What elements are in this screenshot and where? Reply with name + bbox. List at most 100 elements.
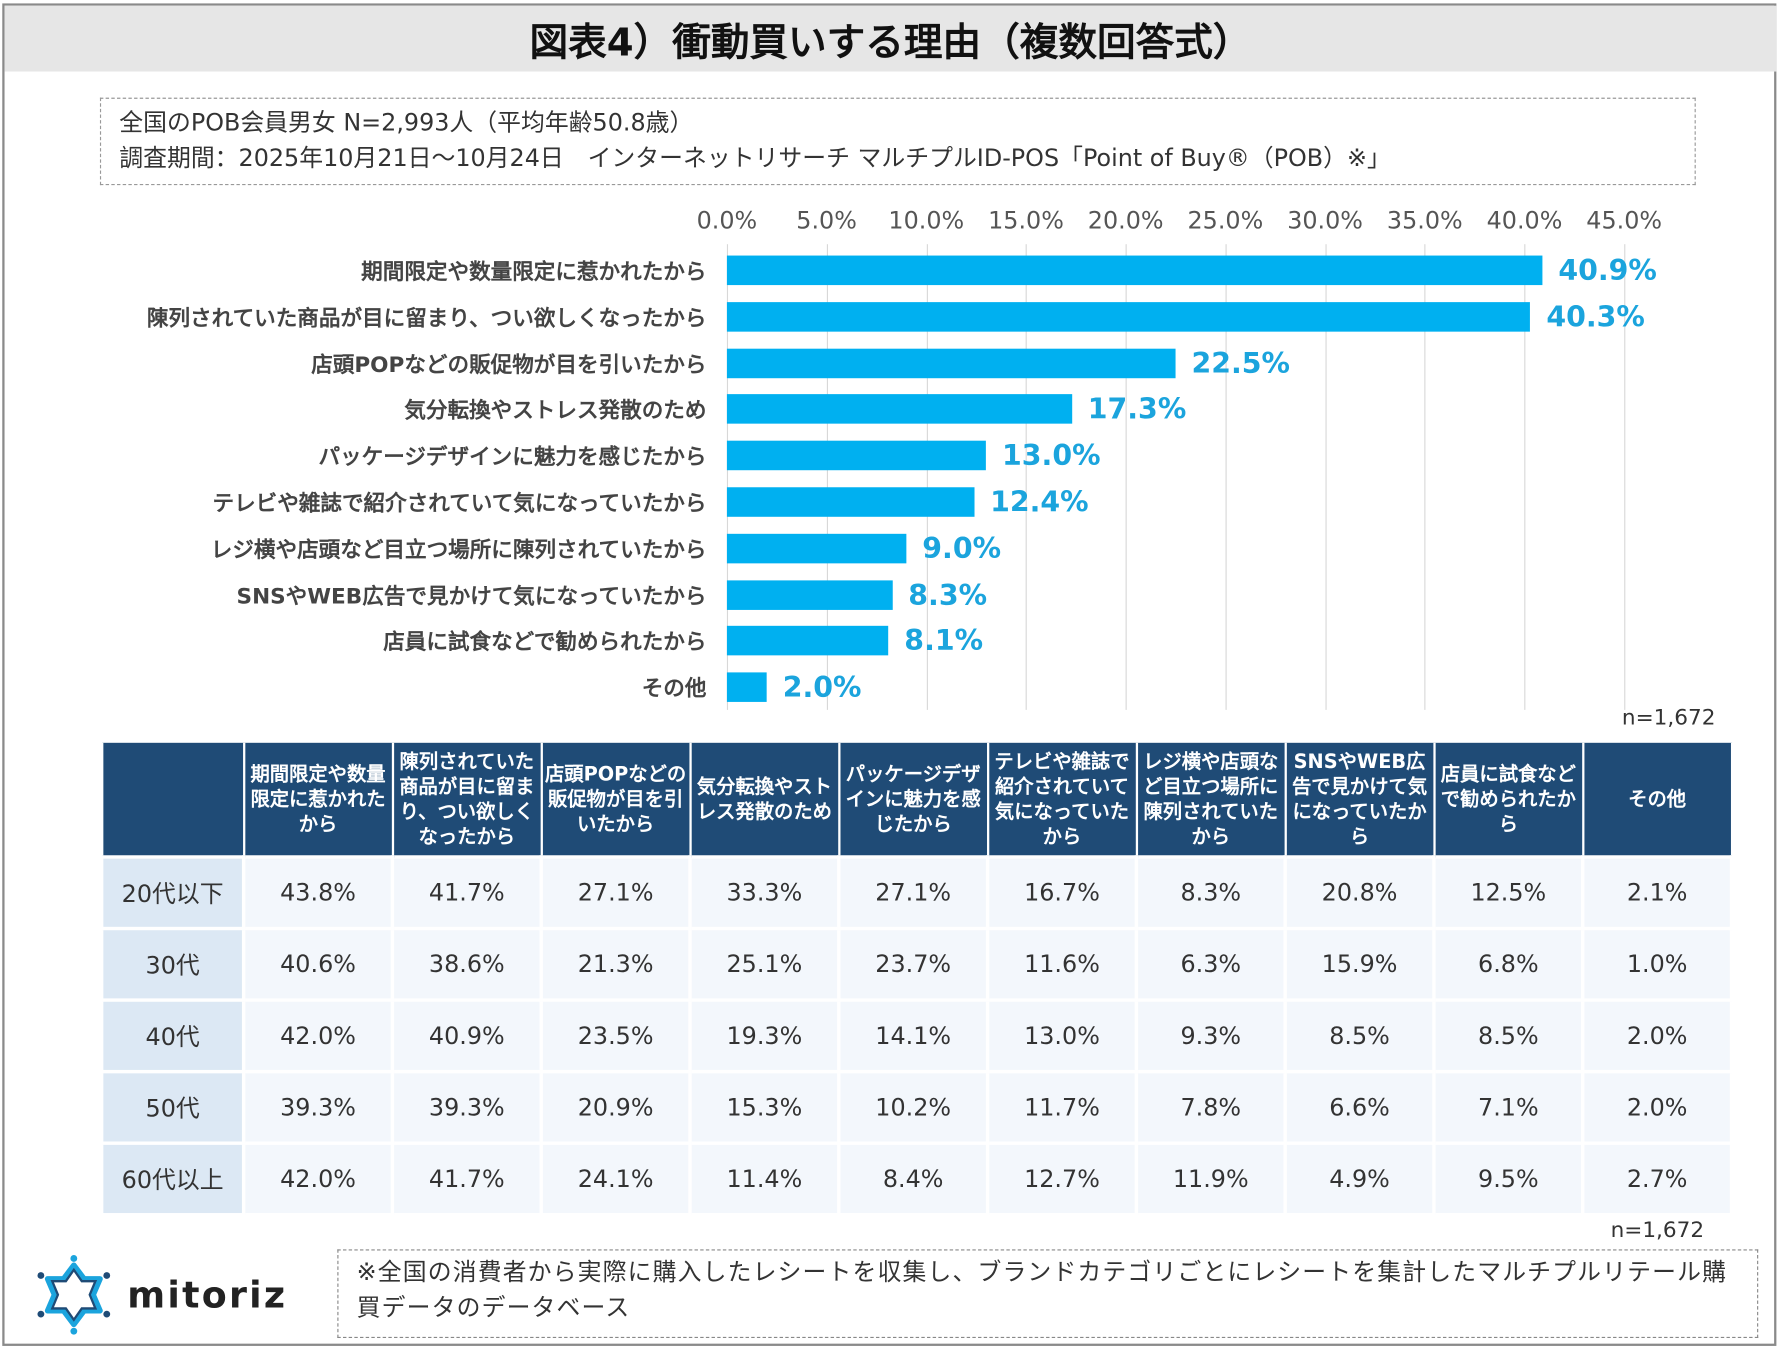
table-cell: 40.9% xyxy=(390,998,543,1074)
table-cell: 27.1% xyxy=(837,855,990,931)
table-cell: 23.7% xyxy=(837,926,990,1002)
data-label: 22.5% xyxy=(1191,346,1290,380)
table-cell: 23.5% xyxy=(539,998,692,1074)
table-cell: 19.3% xyxy=(688,998,841,1074)
row-label: 30代 xyxy=(99,926,246,1002)
data-label: 8.1% xyxy=(904,624,984,658)
table-cell: 40.6% xyxy=(241,926,395,1002)
survey-info-line1: 全国のPOB会員男女 N=2,993人（平均年齢50.8歳） xyxy=(119,109,694,137)
table-cell: 2.0% xyxy=(1581,998,1734,1074)
table-row: 40代 42.0% 40.9% 23.5% 19.3% 14.1% 13.0% 9.3% 8.5… xyxy=(99,998,1734,1074)
column-header: 店頭POPなどの販促物が目を引いたから xyxy=(540,742,692,859)
table-cell: 15.9% xyxy=(1283,926,1436,1002)
gridline xyxy=(926,244,928,710)
table-cell: 10.2% xyxy=(837,1069,990,1145)
table-cell: 24.1% xyxy=(539,1141,692,1217)
table-cell: 6.8% xyxy=(1432,926,1585,1002)
table-cell: 43.8% xyxy=(241,855,395,931)
table-cell: 7.1% xyxy=(1432,1069,1585,1145)
chart-n-label: n=1,672 xyxy=(1621,705,1716,731)
table-cell: 21.3% xyxy=(539,926,692,1002)
table-cell: 13.0% xyxy=(985,998,1139,1074)
age-breakdown-table: 期間限定や数量限定に惹かれたから 陳列されていた商品が目に留まり、つい欲しくなった… xyxy=(99,742,1734,1217)
bar xyxy=(726,579,893,610)
data-label: 40.9% xyxy=(1558,253,1657,287)
column-header: 期間限定や数量限定に惹かれたから xyxy=(242,742,394,859)
bar xyxy=(726,672,767,703)
x-tick-label: 0.0% xyxy=(696,206,758,234)
category-label: テレビや雑誌で紹介されていて気になっていたから xyxy=(212,491,707,517)
table-cell: 8.5% xyxy=(1432,998,1585,1074)
x-tick-label: 30.0% xyxy=(1287,206,1363,234)
gridline xyxy=(1624,244,1626,710)
bar xyxy=(726,394,1072,425)
table-cell: 12.5% xyxy=(1432,855,1585,931)
category-label: 店員に試食などで勧められたから xyxy=(383,630,707,656)
x-tick-label: 25.0% xyxy=(1187,206,1264,234)
table-cell: 20.8% xyxy=(1283,855,1436,931)
category-label: 気分転換やストレス発散のため xyxy=(404,398,707,424)
table-cell: 41.7% xyxy=(390,855,543,931)
footnote: ※全国の消費者から実際に購入したレシートを収集し、ブランドカテゴリごとにレシート… xyxy=(337,1249,1759,1338)
table-cell: 15.3% xyxy=(688,1069,841,1145)
table-row: 60代以上 42.0% 41.7% 24.1% 11.4% 8.4% 12.7% 11.9% 4… xyxy=(99,1141,1734,1217)
gridline xyxy=(1026,244,1028,710)
gridline xyxy=(1424,244,1426,710)
category-label: 店頭POPなどの販促物が目を引いたから xyxy=(311,352,707,378)
table-cell: 9.5% xyxy=(1432,1141,1585,1217)
logo-text: mitoriz xyxy=(127,1273,288,1317)
table-cell: 7.8% xyxy=(1134,1069,1287,1145)
category-label: パッケージデザインに魅力を感じたから xyxy=(318,444,707,470)
column-header: 店員に試食などで勧められたから xyxy=(1432,742,1584,859)
bar xyxy=(726,301,1531,332)
row-label: 20代以下 xyxy=(99,855,246,931)
table-cell: 11.4% xyxy=(688,1141,841,1217)
table-cell: 42.0% xyxy=(241,1141,395,1217)
mitoriz-logo: mitoriz xyxy=(34,1254,287,1336)
table-row: 50代 39.3% 39.3% 20.9% 15.3% 10.2% 11.7% 7.8% 6.6… xyxy=(99,1069,1734,1145)
table-cell: 39.3% xyxy=(241,1069,395,1145)
table-cell: 11.6% xyxy=(985,926,1139,1002)
table-cell: 27.1% xyxy=(539,855,692,931)
x-tick-label: 15.0% xyxy=(988,206,1064,234)
column-header: パッケージデザインに魅力を感じたから xyxy=(837,742,989,859)
survey-info-line2: 調査期間：2025年10月21日～10月24日 インターネットリサーチ マルチプ… xyxy=(119,144,1391,172)
x-tick-label: 20.0% xyxy=(1087,206,1164,234)
table-cell: 8.5% xyxy=(1283,998,1436,1074)
x-tick-label: 40.0% xyxy=(1486,206,1563,234)
column-header xyxy=(100,742,245,859)
table-cell: 6.6% xyxy=(1283,1069,1436,1145)
table-cell: 14.1% xyxy=(837,998,990,1074)
frame xyxy=(2,3,1777,1346)
x-tick-label: 10.0% xyxy=(888,206,965,234)
gridline xyxy=(1325,244,1327,710)
table-cell: 9.3% xyxy=(1134,998,1287,1074)
data-label: 8.3% xyxy=(908,578,988,612)
gridline xyxy=(1125,244,1127,710)
table-cell: 11.7% xyxy=(985,1069,1139,1145)
category-label: 期間限定や数量限定に惹かれたから xyxy=(361,259,707,285)
bar xyxy=(726,440,987,471)
category-label: その他 xyxy=(641,676,707,702)
data-label: 9.0% xyxy=(922,531,1002,565)
table-cell: 39.3% xyxy=(390,1069,543,1145)
table-n-label: n=1,672 xyxy=(1610,1217,1705,1243)
gridline xyxy=(1524,244,1526,710)
table-cell: 2.1% xyxy=(1581,855,1734,931)
bar xyxy=(726,255,1543,286)
data-label: 2.0% xyxy=(782,670,862,704)
gridline xyxy=(826,244,828,710)
data-label: 40.3% xyxy=(1546,300,1645,334)
table-cell: 2.7% xyxy=(1581,1141,1734,1217)
gridline xyxy=(726,244,729,710)
table-cell: 8.4% xyxy=(837,1141,990,1217)
figure-title: 図表4）衝動買いする理由（複数回答式） xyxy=(4,5,1777,72)
data-label: 17.3% xyxy=(1087,392,1187,426)
data-label: 13.0% xyxy=(1002,439,1101,473)
table-cell: 42.0% xyxy=(241,998,395,1074)
bar xyxy=(726,348,1176,378)
column-header: その他 xyxy=(1581,742,1733,859)
column-header: レジ横や店頭など目立つ場所に陳列されていたから xyxy=(1135,742,1287,859)
table-cell: 8.3% xyxy=(1134,855,1287,931)
column-header: テレビや雑誌で紹介されていて気になっていたから xyxy=(986,742,1138,859)
